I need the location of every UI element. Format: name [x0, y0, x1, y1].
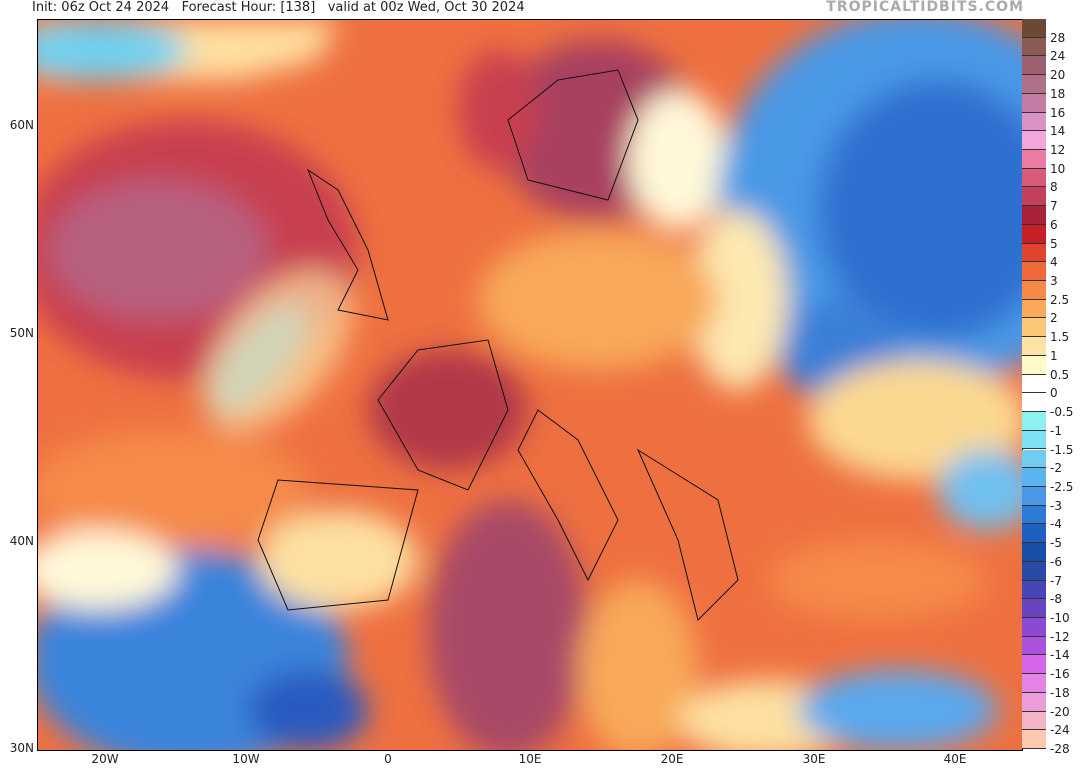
colorbar-swatch: [1022, 393, 1046, 413]
colorbar-label: 4: [1050, 255, 1058, 270]
colorbar-label: 3: [1050, 274, 1058, 289]
lon-label: 10E: [518, 752, 542, 766]
lon-label: 20E: [660, 752, 684, 766]
colorbar-label: -0.5: [1050, 405, 1074, 420]
colorbar-swatch: [1022, 150, 1046, 169]
lon-label: 40E: [943, 752, 967, 766]
colorbar-label: -16: [1050, 667, 1070, 682]
colorbar-swatch: [1022, 262, 1046, 282]
colorbar-label: 10: [1050, 161, 1066, 176]
colorbar-swatch: [1022, 206, 1046, 225]
colorbar-swatch: [1022, 112, 1046, 132]
colorbar-label: -20: [1050, 704, 1070, 719]
colorbar-label: 14: [1050, 124, 1066, 139]
colorbar-swatch: [1022, 37, 1046, 57]
colorbar-label: 0: [1050, 386, 1058, 401]
colorbar-swatch: [1022, 692, 1046, 712]
colorbar-swatch: [1022, 299, 1046, 319]
lon-label: 10W: [232, 752, 260, 766]
colorbar-swatch: [1022, 56, 1046, 76]
run-info: Init: 06z Oct 24 2024 Forecast Hour: [13…: [32, 0, 525, 15]
colorbar-label: 1: [1050, 348, 1058, 363]
colorbar-label: -12: [1050, 629, 1070, 644]
colorbar-swatch: [1022, 505, 1046, 525]
colorbar-swatch: [1022, 412, 1046, 431]
colorbar-swatch: [1022, 224, 1046, 244]
colorbar-label: 24: [1050, 49, 1066, 64]
colorbar-label: -28: [1050, 742, 1070, 756]
colorbar-label: 1.5: [1050, 330, 1070, 345]
colorbar-swatch: [1022, 468, 1046, 487]
colorbar-swatch: [1022, 655, 1046, 675]
colorbar-label: -18: [1050, 685, 1070, 700]
colorbar-label: 18: [1050, 86, 1066, 101]
colorbar-swatch: [1022, 730, 1046, 749]
colorbar-swatch: [1022, 543, 1046, 562]
colorbar-label: -7: [1050, 573, 1062, 588]
colorbar-label: -2: [1050, 461, 1062, 476]
colorbar-swatch: [1022, 524, 1046, 544]
colorbar-label: 7: [1050, 199, 1058, 214]
colorbar-label: -10: [1050, 610, 1070, 625]
colorbar-swatch: [1022, 19, 1046, 38]
lon-label: 30E: [802, 752, 826, 766]
colorbar-swatch: [1022, 449, 1046, 469]
colorbar-swatch: [1022, 187, 1046, 207]
colorbar-swatch: [1022, 430, 1046, 450]
colorbar-swatch: [1022, 599, 1046, 618]
colorbar-swatch: [1022, 674, 1046, 693]
colorbar-label: 0.5: [1050, 367, 1070, 382]
colorbar-swatch: [1022, 636, 1046, 656]
lon-label: 0: [384, 752, 392, 766]
colorbar-swatch: [1022, 374, 1046, 394]
lat-label: 40N: [9, 534, 34, 548]
colorbar-swatch: [1022, 318, 1046, 338]
colorbar-swatch: [1022, 75, 1046, 94]
colorbar-label: 2: [1050, 311, 1058, 326]
colorbar-swatch: [1022, 281, 1046, 300]
colorbar: [1022, 19, 1046, 749]
valid-time: valid at 00z Wed, Oct 30 2024: [327, 0, 525, 15]
colorbar-label: -6: [1050, 554, 1062, 569]
colorbar-swatch: [1022, 131, 1046, 150]
colorbar-swatch: [1022, 561, 1046, 581]
colorbar-label: -4: [1050, 517, 1062, 532]
colorbar-label: 8: [1050, 180, 1058, 195]
map-field: [38, 20, 1022, 750]
colorbar-swatch: [1022, 168, 1046, 188]
colorbar-label: -5: [1050, 536, 1062, 551]
colorbar-label: 12: [1050, 143, 1066, 158]
colorbar-label: -1.5: [1050, 442, 1074, 457]
colorbar-label: 16: [1050, 105, 1066, 120]
colorbar-swatch: [1022, 580, 1046, 600]
colorbar-label: 2.5: [1050, 292, 1070, 307]
colorbar-label: -2.5: [1050, 479, 1074, 494]
colorbar-label: -3: [1050, 498, 1062, 513]
colorbar-label: -24: [1050, 723, 1070, 738]
colorbar-swatch: [1022, 486, 1046, 506]
colorbar-label: -8: [1050, 592, 1062, 607]
anomaly-map[interactable]: [37, 19, 1023, 751]
colorbar-label: 20: [1050, 68, 1066, 83]
colorbar-label: 5: [1050, 236, 1058, 251]
init-time: Init: 06z Oct 24 2024: [32, 0, 170, 15]
colorbar-label: 6: [1050, 217, 1058, 232]
colorbar-swatch: [1022, 711, 1046, 731]
colorbar-label: -1: [1050, 423, 1062, 438]
forecast-hour: Forecast Hour: [138]: [181, 0, 316, 15]
brand-logo: TROPICALTIDBITS.COM: [826, 0, 1024, 15]
colorbar-label: -14: [1050, 648, 1070, 663]
lat-label: 30N: [9, 741, 34, 755]
colorbar-swatch: [1022, 337, 1046, 356]
colorbar-swatch: [1022, 243, 1046, 263]
lat-label: 60N: [9, 118, 34, 132]
colorbar-label: 28: [1050, 30, 1066, 45]
colorbar-swatch: [1022, 617, 1046, 637]
lat-label: 50N: [9, 326, 34, 340]
colorbar-swatch: [1022, 355, 1046, 375]
colorbar-swatch: [1022, 93, 1046, 113]
lon-label: 20W: [91, 752, 119, 766]
